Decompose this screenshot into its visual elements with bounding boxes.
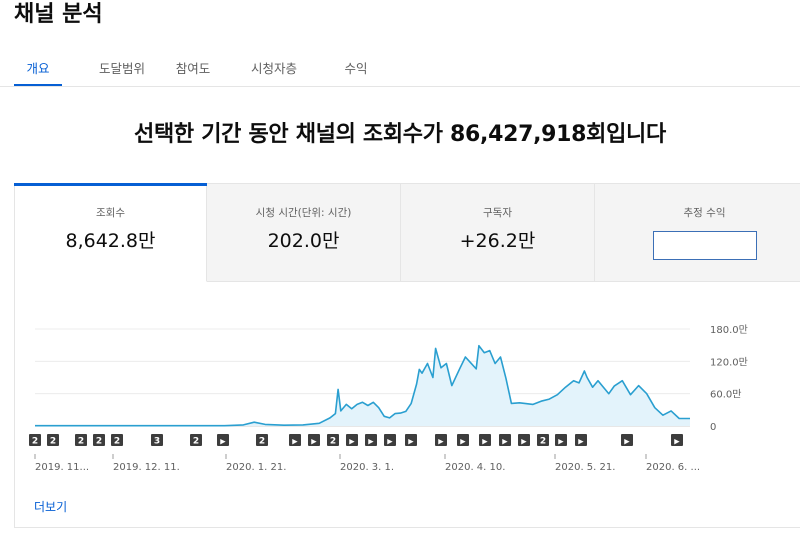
count-marker[interactable]	[190, 434, 202, 446]
count-marker[interactable]	[111, 434, 123, 446]
video-marker-icon[interactable]	[217, 434, 229, 446]
play-icon: ▶	[578, 438, 584, 446]
metric-watch-time-value: 202.0만	[267, 230, 340, 252]
video-marker-icon[interactable]	[457, 434, 469, 446]
views-line	[35, 344, 690, 427]
play-icon: ▶	[349, 438, 355, 446]
x-tick-label: 2019. 11...	[35, 462, 89, 473]
marker-label: 2	[50, 437, 56, 447]
overview-card: 조회수 8,642.8만 시청 시간(단위: 시간) 202.0만 구독자 +2…	[14, 183, 800, 528]
metric-watch-time[interactable]: 시청 시간(단위: 시간) 202.0만	[207, 184, 401, 282]
y-tick-label: 180.0만	[710, 324, 748, 336]
video-marker-icon[interactable]	[308, 434, 320, 446]
play-icon: ▶	[408, 438, 414, 446]
metric-revenue-label: 추정 수익	[683, 207, 726, 219]
views-area	[35, 345, 690, 426]
metric-estimated-revenue[interactable]: 추정 수익	[595, 184, 800, 282]
play-icon: ▶	[558, 438, 564, 446]
video-marker-icon[interactable]	[671, 434, 683, 446]
metric-subscribers-value: +26.2만	[459, 230, 536, 252]
marker-label: 2	[193, 437, 199, 447]
marker-label: 2	[540, 437, 546, 447]
play-icon: ▶	[220, 438, 226, 446]
x-tick-label: 2020. 6. ...	[646, 462, 700, 473]
video-marker-icon[interactable]	[479, 434, 491, 446]
tab-audience[interactable]: 시청자층	[250, 61, 297, 76]
count-marker[interactable]	[29, 434, 41, 446]
x-tick-label: 2019. 12. 11.	[113, 462, 180, 473]
count-marker[interactable]	[47, 434, 59, 446]
count-marker[interactable]	[256, 434, 268, 446]
marker-label: 2	[32, 437, 38, 447]
x-tick-label: 2020. 1. 21.	[226, 462, 286, 473]
video-marker-icon[interactable]	[555, 434, 567, 446]
play-icon: ▶	[624, 438, 630, 446]
views-headline: 선택한 기간 동안 채널의 조회수가 86,427,918회입니다	[134, 122, 666, 147]
y-tick-label: 0	[710, 422, 716, 433]
metric-views-value: 8,642.8만	[65, 230, 156, 252]
count-marker[interactable]	[537, 434, 549, 446]
count-marker[interactable]	[93, 434, 105, 446]
tab-reach[interactable]: 도달범위	[98, 61, 145, 76]
marker-label: 2	[114, 437, 120, 447]
metric-watch-time-label: 시청 시간(단위: 시간)	[255, 207, 352, 219]
video-marker-icon[interactable]	[621, 434, 633, 446]
play-icon: ▶	[460, 438, 466, 446]
marker-label: 2	[330, 437, 336, 447]
video-marker-icon[interactable]	[346, 434, 358, 446]
count-marker[interactable]	[75, 434, 87, 446]
tab-engagement[interactable]: 참여도	[175, 61, 211, 76]
video-marker-icon[interactable]	[435, 434, 447, 446]
x-tick-label: 2020. 4. 10.	[445, 462, 505, 473]
x-tick-label: 2020. 5. 21.	[555, 462, 615, 473]
play-icon: ▶	[521, 438, 527, 446]
metric-views[interactable]: 조회수 8,642.8만	[14, 183, 207, 282]
play-icon: ▶	[438, 438, 444, 446]
marker-label: 2	[259, 437, 265, 447]
play-icon: ▶	[387, 438, 393, 446]
tab-revenue[interactable]: 수익	[344, 61, 368, 76]
marker-label: 3	[154, 437, 160, 447]
metric-views-label: 조회수	[96, 207, 125, 219]
play-icon: ▶	[311, 438, 317, 446]
analytics-tabs: 개요 도달범위 참여도 시청자층 수익	[14, 56, 376, 88]
marker-label: 2	[78, 437, 84, 447]
page-title: 채널 분석	[14, 2, 103, 27]
count-marker[interactable]	[151, 434, 163, 446]
video-marker-icon[interactable]	[405, 434, 417, 446]
play-icon: ▶	[368, 438, 374, 446]
metric-subscribers[interactable]: 구독자 +26.2만	[401, 184, 595, 282]
play-icon: ▶	[674, 438, 680, 446]
see-more-link[interactable]: 더보기	[34, 500, 68, 514]
x-tick-label: 2020. 3. 1.	[340, 462, 394, 473]
video-marker-icon[interactable]	[575, 434, 587, 446]
y-tick-label: 60.0만	[710, 389, 741, 401]
metric-subscribers-label: 구독자	[483, 207, 512, 219]
play-icon: ▶	[502, 438, 508, 446]
video-marker-icon[interactable]	[365, 434, 377, 446]
marker-label: 2	[96, 437, 102, 447]
video-marker-icon[interactable]	[289, 434, 301, 446]
play-icon: ▶	[292, 438, 298, 446]
video-marker-icon[interactable]	[518, 434, 530, 446]
video-marker-icon[interactable]	[384, 434, 396, 446]
count-marker[interactable]	[327, 434, 339, 446]
play-icon: ▶	[482, 438, 488, 446]
y-tick-label: 120.0만	[710, 356, 748, 368]
video-marker-icon[interactable]	[499, 434, 511, 446]
tabs-divider	[0, 86, 800, 87]
revenue-value-box	[652, 231, 757, 260]
tab-overview[interactable]: 개요	[14, 56, 62, 87]
